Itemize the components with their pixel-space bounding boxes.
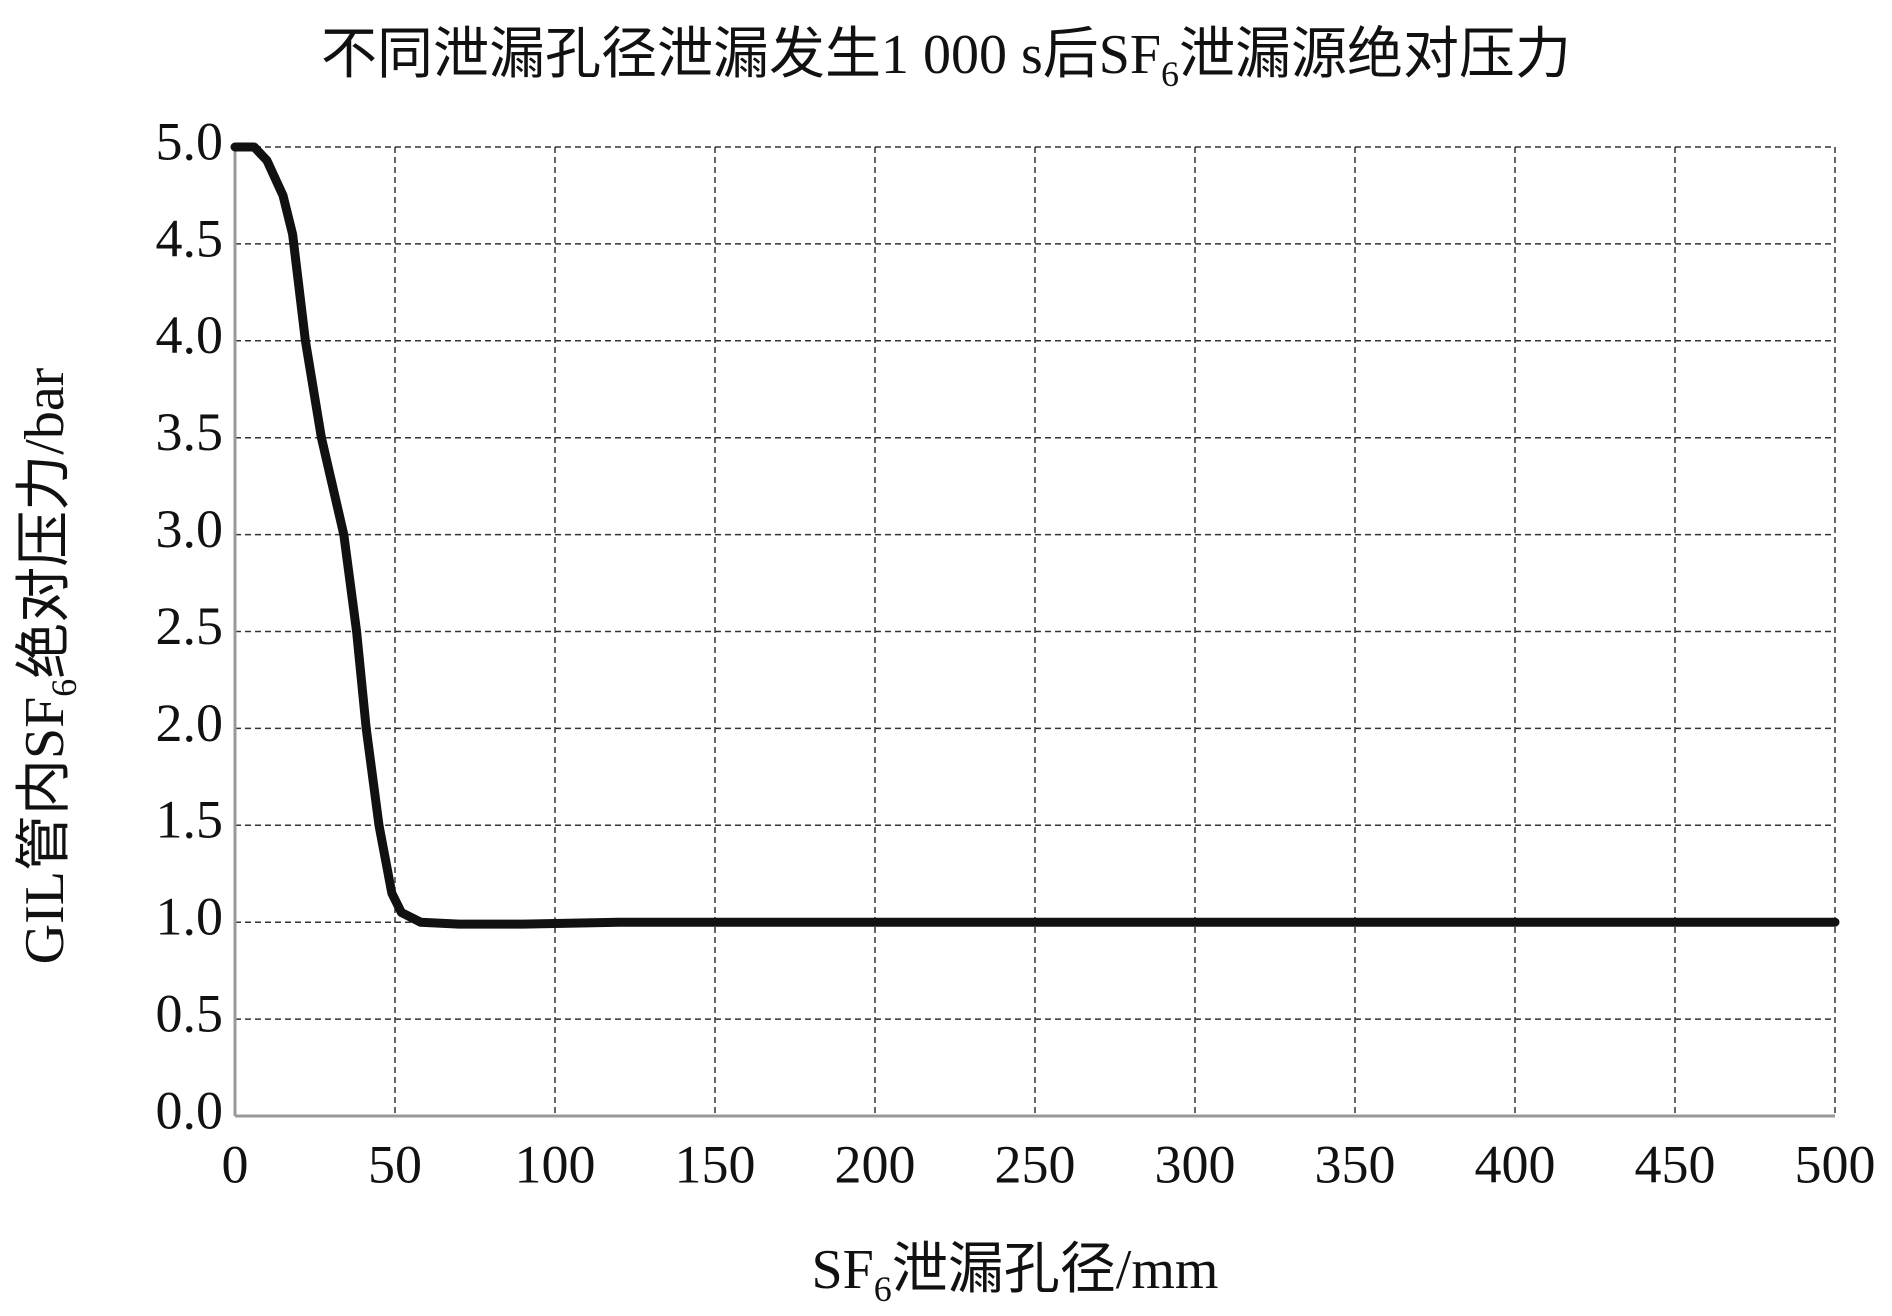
title-part: 不同泄漏孔径泄漏发生1 000 s后SF xyxy=(321,24,1161,86)
y-tick-label: 4.5 xyxy=(156,208,224,268)
x-tick-label: 150 xyxy=(675,1134,756,1194)
title-part: 泄漏源绝对压力 xyxy=(1179,24,1571,86)
y-label-subscript: 6 xyxy=(44,679,84,697)
x-axis-label: SF6泄漏孔径/mm xyxy=(812,1239,1219,1309)
x-tick-label: 50 xyxy=(368,1134,422,1194)
y-tick-label: 3.5 xyxy=(156,402,224,462)
chart-title: 不同泄漏孔径泄漏发生1 000 s后SF6泄漏源绝对压力 xyxy=(321,24,1571,94)
x-tick-label: 100 xyxy=(515,1134,596,1194)
y-tick-label: 3.0 xyxy=(156,499,224,559)
y-tick-label: 0.5 xyxy=(156,983,224,1043)
title-subscript: 6 xyxy=(1161,54,1179,94)
y-tick-label: 4.0 xyxy=(156,305,224,365)
x-tick-label: 0 xyxy=(222,1134,249,1194)
x-tick-label: 250 xyxy=(995,1134,1076,1194)
x-tick-label: 200 xyxy=(835,1134,916,1194)
y-tick-label: 2.0 xyxy=(156,693,224,753)
x-tick-label: 500 xyxy=(1795,1134,1876,1194)
y-label-part: GIL管内SF xyxy=(14,697,76,965)
y-tick-label: 1.0 xyxy=(156,887,224,947)
y-label-part: 绝对压力/bar xyxy=(14,367,76,678)
x-tick-label: 300 xyxy=(1155,1134,1236,1194)
x-label-part: 泄漏孔径/mm xyxy=(892,1239,1219,1301)
x-tick-label: 350 xyxy=(1315,1134,1396,1194)
y-tick-label: 1.5 xyxy=(156,790,224,850)
y-axis-label: GIL管内SF6绝对压力/bar xyxy=(14,367,84,964)
y-tick-label: 2.5 xyxy=(156,596,224,656)
x-label-part: SF xyxy=(812,1239,874,1301)
x-tick-label: 400 xyxy=(1475,1134,1556,1194)
x-label-subscript: 6 xyxy=(874,1269,892,1309)
data-line xyxy=(230,142,1840,929)
y-tick-label: 5.0 xyxy=(156,111,224,171)
y-tick-label: 0.0 xyxy=(156,1080,224,1140)
x-tick-label: 450 xyxy=(1635,1134,1716,1194)
